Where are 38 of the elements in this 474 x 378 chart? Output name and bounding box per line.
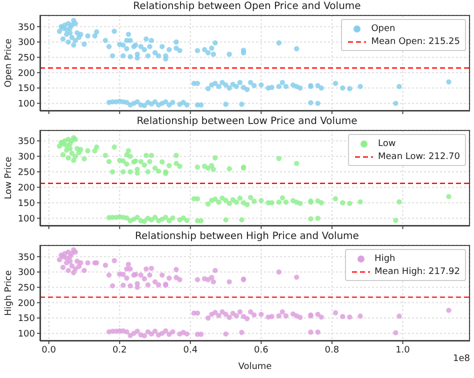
x-tick-label: 0.8 (324, 345, 340, 356)
x-tick-label: 0.2 (112, 345, 127, 356)
legend-label: Low (378, 138, 396, 148)
y-tick-label: 300 (18, 152, 36, 163)
x-tick-label: 1.0 (396, 345, 410, 356)
y-tick-label: 350 (18, 137, 36, 148)
x-axis-title: Volume (238, 362, 272, 372)
y-tick-label: 250 (18, 168, 36, 178)
legend-label: Mean Open: 215.25 (371, 36, 460, 46)
y-tick-label: 250 (18, 54, 36, 64)
y-tick-label: 350 (18, 252, 36, 263)
y-tick-label: 100 (18, 100, 36, 110)
chart-title: Relationship between High Price and Volume (134, 230, 360, 243)
y-tick-label: 300 (18, 268, 36, 278)
y-axis-title: High Price (4, 270, 14, 316)
y-tick-label: 200 (18, 298, 36, 309)
y-tick-label: 200 (18, 68, 36, 79)
y-axis-title: Open Price (4, 38, 14, 88)
y-tick-label: 300 (18, 38, 36, 48)
text: 1e8 (453, 354, 470, 364)
y-tick-label: 350 (18, 22, 36, 33)
legend-label: Mean High: 217.92 (374, 266, 460, 276)
chart-title: Relationship between Open Price and Volume (132, 0, 362, 13)
chart-title: Relationship between Low Price and Volume (136, 115, 358, 128)
y-tick-label: 100 (18, 214, 36, 224)
x-tick-label: 0.0 (42, 345, 56, 356)
y-tick-label: 100 (18, 330, 36, 340)
y-tick-label: 250 (18, 284, 36, 294)
legend-label: Open (371, 24, 396, 34)
x-tick-label: 0.4 (183, 345, 198, 356)
y-tick-label: 150 (18, 198, 36, 209)
y-tick-label: 150 (18, 84, 36, 94)
y-tick-label: 200 (18, 183, 36, 194)
x-tick-label: 0.6 (254, 345, 269, 356)
y-axis-title: Low Price (4, 156, 14, 200)
legend-label: Mean Low: 212.70 (378, 152, 460, 162)
y-tick-label: 150 (18, 314, 36, 324)
legend-label: High (374, 254, 396, 264)
